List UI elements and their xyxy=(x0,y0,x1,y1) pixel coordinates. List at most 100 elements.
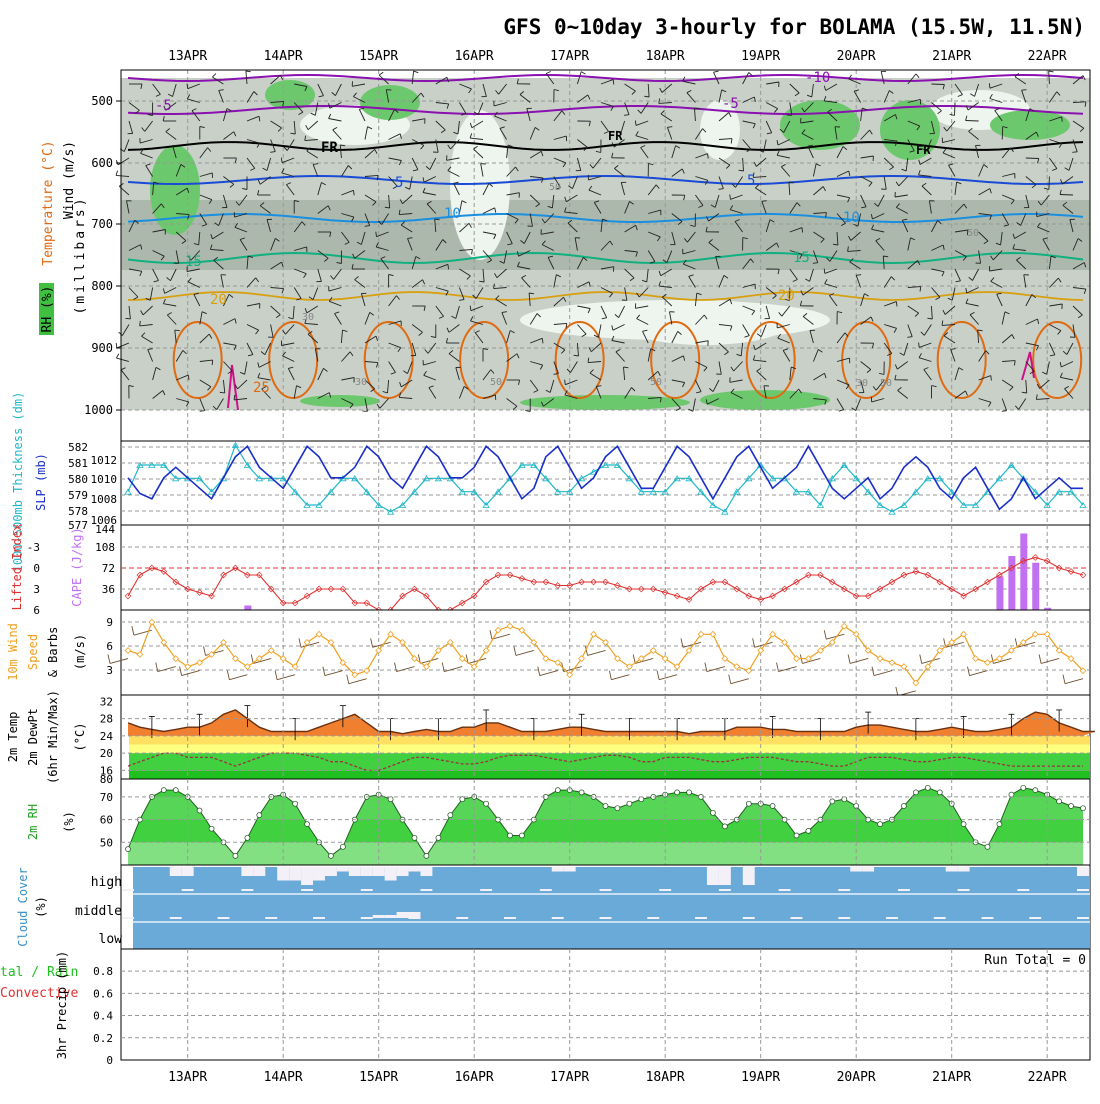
rh2m-point xyxy=(508,833,513,838)
high-cloud-gap xyxy=(719,867,731,885)
wind-barb-feather xyxy=(951,349,956,350)
isotherm-label: 15 xyxy=(185,254,202,270)
wind-barb-feather xyxy=(116,343,117,348)
high-cloud-gap xyxy=(325,867,337,876)
rh2m-point xyxy=(1009,792,1014,797)
high-cloud-edge xyxy=(659,889,671,891)
thickness-tick-label: 579 xyxy=(68,489,88,502)
pressure-tick-label: 800 xyxy=(91,279,113,293)
high-cloud-gap xyxy=(409,867,421,872)
rh2m-point xyxy=(484,801,489,806)
high-cloud-gap xyxy=(373,867,385,876)
high-cloud-edge xyxy=(1017,889,1029,891)
precip-panel: 0.80.60.40.20 Run Total = 0 tal / Rain C… xyxy=(0,949,1090,1067)
wind-barb-feather xyxy=(856,275,861,276)
mid-cloud-edge xyxy=(886,917,898,919)
temp-tick-label: 32 xyxy=(100,695,113,708)
rh-contour-label: 50 xyxy=(549,182,561,193)
high-cloud-edge xyxy=(540,889,552,891)
rh2m-point xyxy=(1057,799,1062,804)
wind-barb-feather xyxy=(175,330,180,331)
high-cloud-gap xyxy=(277,867,289,881)
mid-cloud-edge xyxy=(743,917,755,919)
wind-barb-feather xyxy=(824,269,825,274)
isotherm-label: 5 xyxy=(747,173,755,189)
wind-barb-feather xyxy=(991,376,992,381)
lifted-tick-label: 3 xyxy=(33,583,40,596)
rh2m-point xyxy=(901,804,906,809)
wind10m-panel: 963 10m Wind Speed & Barbs (m/s) xyxy=(6,610,1090,696)
rh2m-point xyxy=(878,822,883,827)
high-cloud-edge xyxy=(600,889,612,891)
rh2m-point xyxy=(197,808,202,813)
rh2m-point xyxy=(519,833,524,838)
rh2m-point xyxy=(1081,806,1086,811)
cape-bar xyxy=(996,576,1003,610)
rh-contour-label: 50 xyxy=(967,228,979,239)
high-cloud-edge xyxy=(420,889,432,891)
rh2m-point xyxy=(245,835,250,840)
date-label-bottom: 14APR xyxy=(264,1070,303,1085)
mid-cloud-gap xyxy=(385,915,397,918)
rh2m-tick-label: 50 xyxy=(100,836,113,849)
date-label-bottom: 21APR xyxy=(932,1070,971,1085)
rh2m-point xyxy=(305,822,310,827)
slp-tick-label: 1010 xyxy=(91,473,118,486)
mid-cloud-edge xyxy=(218,917,230,919)
rh2m-point xyxy=(985,844,990,849)
ylabel-millibars: (millibars) xyxy=(73,195,88,314)
ylabel-10m-wind: 10m Wind xyxy=(6,623,20,681)
rh2m-point xyxy=(209,826,214,831)
high-cloud-edge xyxy=(719,889,731,891)
date-label-top: 13APR xyxy=(168,49,207,64)
mid-cloud-edge xyxy=(504,917,516,919)
slp-tick-label: 1012 xyxy=(91,454,118,467)
date-label-bottom: 13APR xyxy=(168,1070,207,1085)
rh2m-point xyxy=(913,790,918,795)
high-cloud-gap xyxy=(253,867,265,876)
wind-barb-feather xyxy=(1062,117,1063,122)
high-cloud-gap xyxy=(958,867,970,872)
rh2m-point xyxy=(257,813,262,818)
mid-cloud-edge xyxy=(600,917,612,919)
precip-tick-label: 0.2 xyxy=(93,1032,113,1045)
date-label-bottom: 15APR xyxy=(359,1070,398,1085)
high-cloud-gap xyxy=(349,867,361,876)
cloud-level-label: low xyxy=(99,932,123,947)
rh2m-point xyxy=(746,801,751,806)
mid-cloud-edge xyxy=(122,917,134,919)
date-label-top: 20APR xyxy=(837,49,876,64)
wind-barb-feather xyxy=(919,343,920,348)
precip-ticks: 0.80.60.40.20 xyxy=(93,965,113,1067)
ylabel-cape: CAPE (J/kg) xyxy=(70,527,84,606)
mid-cloud-edge xyxy=(1029,917,1041,919)
mid-cloud-edge xyxy=(265,917,277,919)
rh2m-point xyxy=(293,801,298,806)
rh2m-point xyxy=(448,813,453,818)
temp-bands xyxy=(129,736,1090,779)
isotherm-label: 10 xyxy=(444,206,461,222)
thickness-tick-label: 582 xyxy=(68,441,88,454)
date-label-bottom: 20APR xyxy=(837,1070,876,1085)
rh2m-point xyxy=(925,785,930,790)
pressure-tick-label: 600 xyxy=(91,156,113,170)
isotherm-label: FR xyxy=(608,129,623,143)
high-cloud-edge xyxy=(480,889,492,891)
mid-cloud-edge xyxy=(695,917,707,919)
rh2m-tick-label: 70 xyxy=(100,791,113,804)
wind-barb xyxy=(1002,127,1003,140)
wind-tick-label: 3 xyxy=(106,664,113,677)
rh2m-point xyxy=(436,835,441,840)
cape-tick-label: 72 xyxy=(102,562,115,575)
ylabel-barbs: & Barbs xyxy=(46,627,60,678)
mid-cloud-edge xyxy=(313,917,325,919)
wind-barb xyxy=(1049,177,1050,190)
lifted-tick-label: 0 xyxy=(33,562,40,575)
wind-barb-feather xyxy=(613,80,614,85)
